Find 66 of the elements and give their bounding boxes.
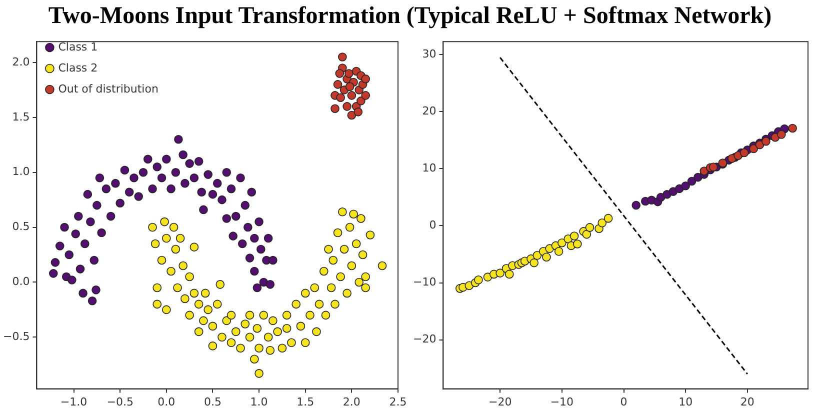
y-tick-label: −0.5 <box>2 330 30 344</box>
point <box>474 276 483 284</box>
y-tick-label: 0 <box>429 218 436 232</box>
y-tick-label: 10 <box>422 162 436 175</box>
y-tick-label: 1.0 <box>12 165 30 178</box>
point <box>542 252 551 262</box>
point <box>687 176 696 186</box>
x-tick-label: 1.0 <box>250 395 268 408</box>
point <box>570 232 579 240</box>
point <box>330 104 340 114</box>
y-tick-label: −20 <box>412 332 436 346</box>
point <box>681 181 690 190</box>
point <box>740 148 749 158</box>
point <box>598 218 607 228</box>
point <box>347 110 356 120</box>
x-tick-label: 0.0 <box>158 395 176 408</box>
x-tick-label: 1.5 <box>296 395 314 408</box>
x-tick-label: −0.5 <box>106 395 134 408</box>
y-tick-label: 0.5 <box>12 220 30 234</box>
point <box>777 130 786 139</box>
point <box>496 268 504 278</box>
point <box>554 247 564 256</box>
point <box>354 108 363 116</box>
x-tick-label: −20 <box>488 395 512 408</box>
y-tick-label: 30 <box>422 48 436 61</box>
point <box>604 214 613 223</box>
point <box>532 250 542 260</box>
x-tick-label: 2.5 <box>389 395 407 408</box>
point <box>504 270 514 279</box>
x-tick-label: −10 <box>550 395 574 408</box>
x-tick-label: 10 <box>678 395 693 408</box>
x-tick-label: 20 <box>740 395 754 408</box>
point <box>530 258 538 268</box>
point <box>572 240 582 248</box>
point <box>585 223 594 232</box>
point <box>338 52 347 62</box>
legend-label: Class 1 <box>58 40 98 54</box>
point <box>788 124 797 133</box>
point <box>361 74 370 84</box>
y-tick-label: 0.0 <box>12 275 30 288</box>
y-tick-label: 2.0 <box>12 55 30 68</box>
point <box>632 200 641 210</box>
legend-label: Out of distribution <box>58 82 158 96</box>
point <box>356 96 366 106</box>
point <box>762 136 770 146</box>
point <box>558 238 566 248</box>
y-tick-label: −10 <box>412 276 436 289</box>
y-tick-label: 20 <box>422 104 436 118</box>
x-tick-label: −1.0 <box>60 395 88 408</box>
point <box>582 230 592 239</box>
point <box>709 162 718 172</box>
point <box>347 91 356 100</box>
point <box>344 69 354 78</box>
x-tick-label: 0.5 <box>204 395 222 408</box>
point <box>345 82 354 92</box>
point <box>342 102 352 111</box>
y-tick-label: 1.5 <box>12 110 30 124</box>
legend-label: Class 2 <box>58 61 98 74</box>
point <box>749 144 758 154</box>
point <box>336 93 345 102</box>
point <box>361 91 370 100</box>
chart-title: Two-Moons Input Transformation (Typical ReLU + Softmax Network) <box>47 2 773 31</box>
point <box>335 69 344 78</box>
x-tick-label: 2.0 <box>342 395 360 408</box>
point <box>333 80 342 89</box>
x-tick-label: 0 <box>620 395 628 408</box>
